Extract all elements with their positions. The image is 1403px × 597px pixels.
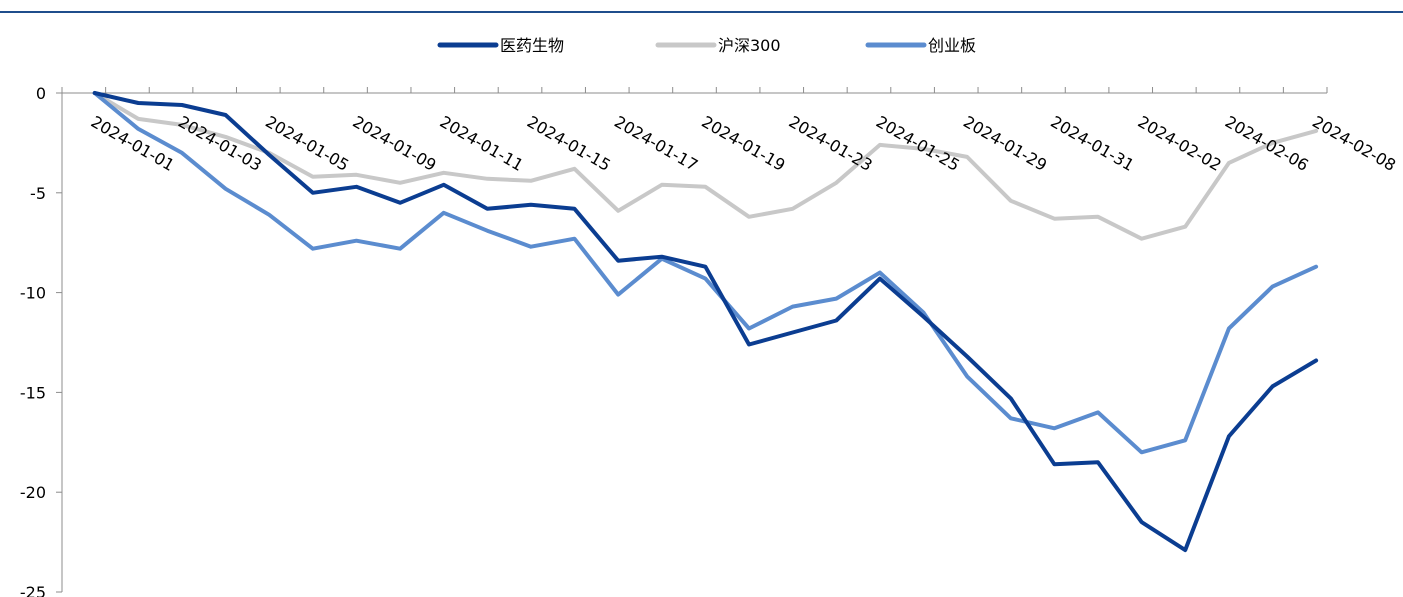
series-line-1 <box>92 91 1319 553</box>
legend: 医药生物 沪深300 创业板 <box>437 36 976 55</box>
x-tick-label: 2024-01-23 <box>786 112 876 175</box>
y-tick-label: -5 <box>30 184 46 203</box>
y-tick-label: -10 <box>20 284 46 303</box>
legend-label-1: 医药生物 <box>500 36 564 55</box>
x-tick-label: 2024-01-25 <box>873 112 963 175</box>
y-tick-label: 0 <box>36 84 46 103</box>
y-tick-label: -20 <box>20 483 46 502</box>
y-tick-label: -25 <box>20 583 46 597</box>
legend-label-3: 创业板 <box>928 36 976 55</box>
x-tick-label: 2024-01-15 <box>524 112 614 175</box>
x-tick-label: 2024-01-05 <box>262 112 352 175</box>
series-line-3 <box>92 91 1319 455</box>
x-tick-label: 2024-01-11 <box>437 112 527 175</box>
x-tick-label: 2024-01-03 <box>175 112 265 175</box>
series-group <box>92 91 1319 553</box>
x-tick-label: 2024-02-06 <box>1222 112 1312 175</box>
x-tick-label: 2024-01-19 <box>698 112 788 175</box>
x-tick-label: 2024-01-31 <box>1047 112 1137 175</box>
x-tick-label: 2024-01-17 <box>611 112 701 175</box>
axes: 0 -5 -10 -15 -20 -25 <box>20 84 1328 597</box>
legend-label-2: 沪深300 <box>718 36 781 55</box>
x-tick-label: 2024-01-09 <box>349 112 439 175</box>
x-tick-label: 2024-02-02 <box>1135 112 1225 175</box>
series-line-2 <box>92 91 1319 241</box>
y-tick-label: -15 <box>20 383 46 402</box>
x-tick-label: 2024-02-08 <box>1309 112 1399 175</box>
